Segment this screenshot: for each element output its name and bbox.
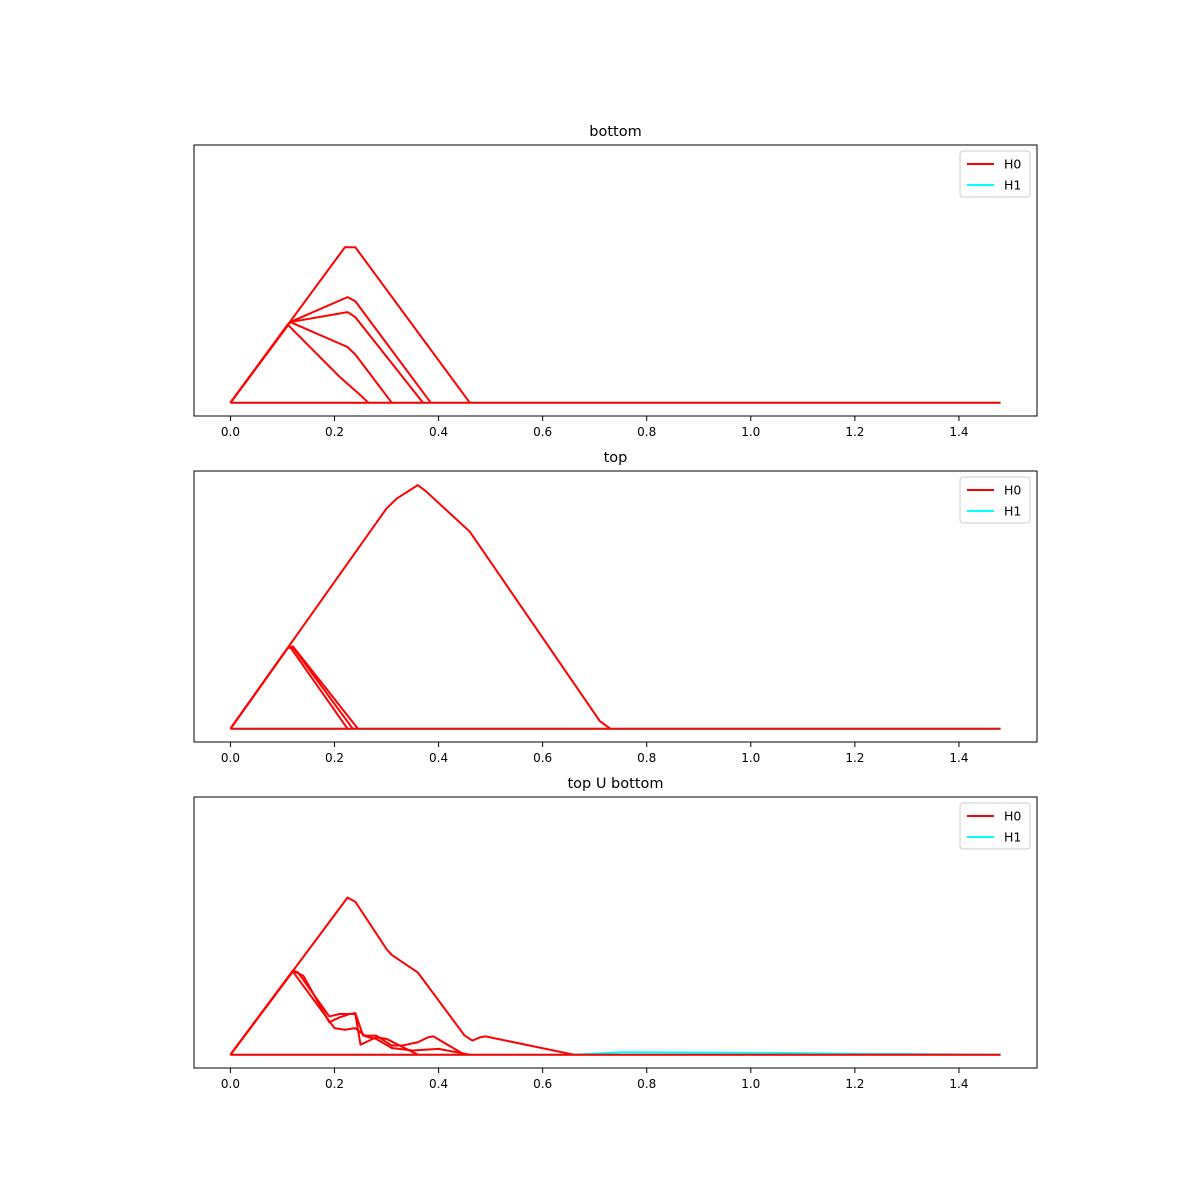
subplot-2: top U bottom 0.0 0.2 0.4 0.6 0.8 1.0 1.2 1.4 H0 H1	[193, 776, 1038, 1091]
subplot-title: top	[604, 450, 628, 466]
subplot-1: top 0.0 0.2 0.4 0.6 0.8 1.0 1.2 1.4 H0 H1	[193, 450, 1038, 765]
series-line-h0	[229, 323, 370, 404]
series-line-h0	[229, 484, 611, 730]
x-tick-label: 1.4	[949, 1077, 968, 1091]
x-tick-label: 0.2	[325, 1077, 344, 1091]
x-tick-label: 0.0	[221, 1077, 240, 1091]
axes-frame	[193, 144, 1038, 417]
legend-label-h1: H1	[1004, 178, 1021, 193]
x-tick-label: 1.4	[949, 425, 968, 439]
x-tick-label: 0.4	[429, 425, 448, 439]
x-tick-label: 1.0	[741, 751, 760, 765]
series-group	[229, 484, 1001, 730]
series-line-h0	[229, 296, 432, 404]
x-tick-label: 0.4	[429, 1077, 448, 1091]
x-tick-label: 0.2	[325, 425, 344, 439]
x-tick-label: 0.2	[325, 751, 344, 765]
x-tick-label: 0.8	[637, 751, 656, 765]
x-tick-label: 0.0	[221, 425, 240, 439]
series-line-h0	[229, 646, 354, 730]
x-tick-label: 0.6	[533, 425, 552, 439]
series-line-h0	[229, 969, 466, 1056]
x-tick-label: 0.8	[637, 1077, 656, 1091]
x-tick-label: 0.4	[429, 751, 448, 765]
series-line-h0	[229, 246, 471, 404]
legend-label-h0: H0	[1004, 157, 1021, 172]
legend-label-h0: H0	[1004, 809, 1021, 824]
x-tick-label: 1.2	[845, 751, 864, 765]
series-line-h0	[229, 969, 419, 1056]
legend-label-h1: H1	[1004, 830, 1021, 845]
x-tick-label: 1.2	[845, 425, 864, 439]
axes-frame	[193, 796, 1038, 1069]
series-group	[229, 246, 1001, 404]
x-tick-label: 1.0	[741, 1077, 760, 1091]
x-tick-label: 0.8	[637, 425, 656, 439]
series-line-h0	[229, 646, 349, 730]
subplot-title: top U bottom	[567, 776, 663, 792]
x-tick-label: 0.6	[533, 1077, 552, 1091]
axes-frame	[193, 470, 1038, 743]
series-group	[229, 896, 1001, 1056]
series-line-h0	[229, 970, 470, 1056]
legend-label-h1: H1	[1004, 504, 1021, 519]
subplot-title: bottom	[589, 124, 641, 140]
x-tick-label: 1.2	[845, 1077, 864, 1091]
subplot-0: bottom 0.0 0.2 0.4 0.6 0.8 1.0 1.2 1.4 H0 H1	[193, 124, 1038, 439]
x-tick-label: 0.6	[533, 751, 552, 765]
x-tick-label: 1.4	[949, 751, 968, 765]
x-tick-label: 0.0	[221, 751, 240, 765]
series-line-h0	[229, 311, 424, 404]
series-line-h0	[229, 896, 575, 1056]
x-tick-label: 1.0	[741, 425, 760, 439]
legend-label-h0: H0	[1004, 483, 1021, 498]
